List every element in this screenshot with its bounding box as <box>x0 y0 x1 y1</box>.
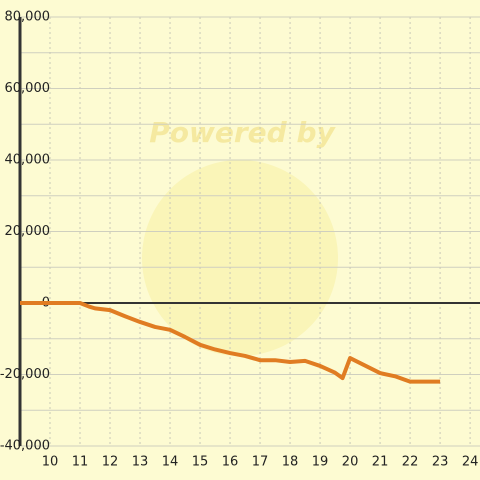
x-tick-label: 13 <box>132 455 149 470</box>
x-tick-label: 14 <box>162 455 179 470</box>
x-tick-label: 17 <box>252 455 269 470</box>
x-tick-label: 18 <box>282 455 299 470</box>
y-tick-label: 20,000 <box>5 224 51 239</box>
y-tick-label: 60,000 <box>5 81 51 96</box>
x-tick-label: 16 <box>222 455 239 470</box>
x-tick-label: 10 <box>42 455 59 470</box>
x-tick-label: 21 <box>372 455 389 470</box>
watermark-logo <box>142 160 338 356</box>
y-tick-label: 40,000 <box>5 153 51 168</box>
x-tick-label: 23 <box>432 455 449 470</box>
x-tick-label: 15 <box>192 455 209 470</box>
x-tick-label: 22 <box>402 455 419 470</box>
x-tick-label: 24 <box>462 455 479 470</box>
x-tick-label: 20 <box>342 455 359 470</box>
x-tick-label: 11 <box>72 455 89 470</box>
y-tick-label: -20,000 <box>0 367 50 382</box>
x-tick-label: 19 <box>312 455 329 470</box>
data-line <box>20 301 441 384</box>
y-tick-label: -40,000 <box>0 439 50 454</box>
watermark: Powered by <box>149 116 336 149</box>
y-tick-label: 80,000 <box>5 10 51 25</box>
x-tick-label: 12 <box>102 455 119 470</box>
